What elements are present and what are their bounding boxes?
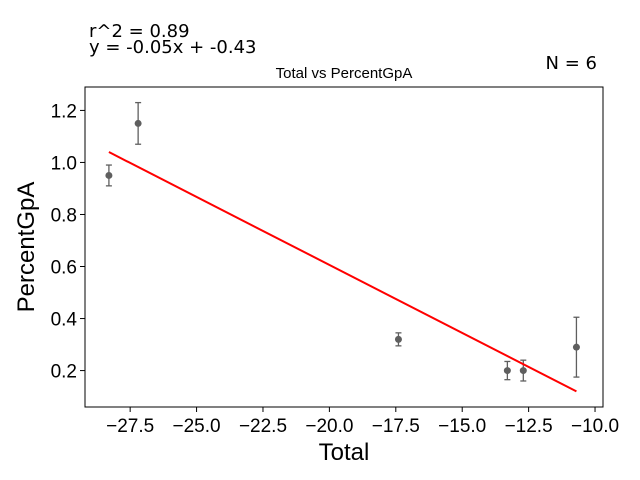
y-tick-label: 0.6 <box>51 258 77 279</box>
regression-line <box>108 151 577 393</box>
scatter-marker <box>572 343 580 351</box>
y-axis-label: PercentGpA <box>13 182 40 313</box>
x-tick-label: −17.5 <box>372 416 420 437</box>
x-tick-label: −20.0 <box>305 416 353 437</box>
equation-annotation: y = -0.05x + -0.43 <box>89 37 257 58</box>
x-tick-label: −15.0 <box>438 416 486 437</box>
scatter-marker <box>105 171 113 179</box>
scatter-marker <box>134 119 142 127</box>
x-axis-label: Total <box>319 439 370 466</box>
scatter-marker <box>519 367 527 375</box>
x-axis-ticks: −27.5 −25.0 −22.5 −20.0 −17.5 −15.0 −12.5 −10.0 <box>106 407 619 437</box>
x-tick-label: −27.5 <box>106 416 154 437</box>
y-tick-label: 0.2 <box>51 362 77 383</box>
data-point-1 <box>105 164 113 187</box>
y-tick-label: 1.2 <box>51 101 77 122</box>
y-tick-label: 1.0 <box>51 153 77 174</box>
x-tick-label: −10.0 <box>571 416 619 437</box>
plot-area <box>105 101 580 393</box>
scatter-marker <box>394 335 402 343</box>
r-squared-annotation: r^2 = 0.89 <box>89 21 190 42</box>
x-tick-label: −22.5 <box>239 416 287 437</box>
data-point-4 <box>503 360 511 381</box>
x-tick-label: −25.0 <box>173 416 221 437</box>
data-point-3 <box>394 332 402 347</box>
data-point-6 <box>572 316 580 378</box>
y-tick-label: 0.8 <box>51 205 77 226</box>
chart-title: Total vs PercentGpA <box>276 65 413 82</box>
scatter-marker <box>503 367 511 375</box>
n-annotation: N = 6 <box>546 53 597 74</box>
plot-frame <box>84 86 604 408</box>
y-axis-ticks: 0.2 0.4 0.6 0.8 1.0 1.2 <box>51 101 85 383</box>
data-point-2 <box>134 101 142 145</box>
y-tick-label: 0.4 <box>51 310 78 331</box>
x-tick-label: −12.5 <box>505 416 553 437</box>
